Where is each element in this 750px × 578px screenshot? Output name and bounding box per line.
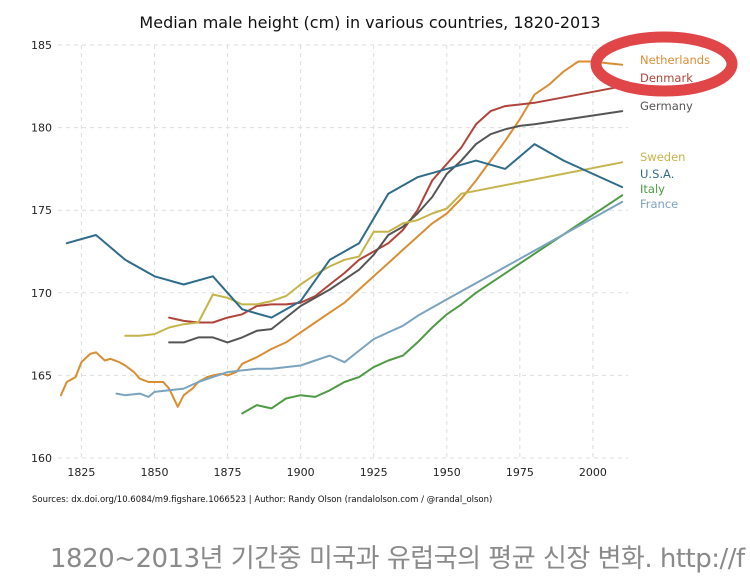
y-tick-label: 185 (31, 39, 52, 52)
series-label-sweden: Sweden (640, 150, 685, 164)
series-label-france: France (640, 197, 678, 211)
series-layer (59, 60, 624, 415)
y-tick-label: 170 (31, 287, 52, 300)
legend-labels: Netherlands Denmark Germany Sweden U.S.A.Ita… (640, 53, 710, 211)
x-tick-label: 1950 (433, 466, 461, 479)
series-line-netherlands (59, 60, 624, 408)
series-label-denmark: Denmark (640, 71, 693, 85)
source-note: Sources: dx.doi.org/10.6084/m9.figshare.… (32, 495, 492, 505)
series-line-france (115, 200, 624, 398)
series-label-netherlands: Netherlands (640, 53, 710, 67)
axes: 1825 1850 1875 1900 1925 1950 1975 2000 160 165 17… (31, 39, 607, 479)
y-tick-label: 160 (31, 452, 52, 465)
x-tick-label: 2000 (579, 466, 607, 479)
x-tick-label: 1875 (214, 466, 242, 479)
x-tick-label: 1825 (67, 466, 95, 479)
series-label-usa: U.S.A. (640, 167, 674, 181)
x-tick-label: 1900 (287, 466, 315, 479)
grid (58, 44, 628, 459)
caption: 1820~2013년 기간중 미국과 유럽국의 평균 신장 변화. http:/… (50, 544, 745, 574)
highlight-circle (590, 31, 738, 97)
series-label-italy: Italy (640, 182, 665, 196)
series-line-denmark (168, 85, 624, 324)
series-line-usa (65, 143, 624, 319)
series-line-sweden (124, 161, 624, 337)
y-tick-label: 175 (31, 204, 52, 217)
x-tick-label: 1925 (360, 466, 388, 479)
x-tick-label: 1975 (506, 466, 534, 479)
series-line-italy (241, 194, 624, 415)
x-tick-label: 1850 (140, 466, 168, 479)
chart-title: Median male height (cm) in various count… (139, 13, 600, 32)
series-label-germany: Germany (640, 99, 693, 113)
y-tick-label: 180 (31, 122, 52, 135)
series-line-germany (168, 110, 624, 344)
y-tick-label: 165 (31, 369, 52, 382)
